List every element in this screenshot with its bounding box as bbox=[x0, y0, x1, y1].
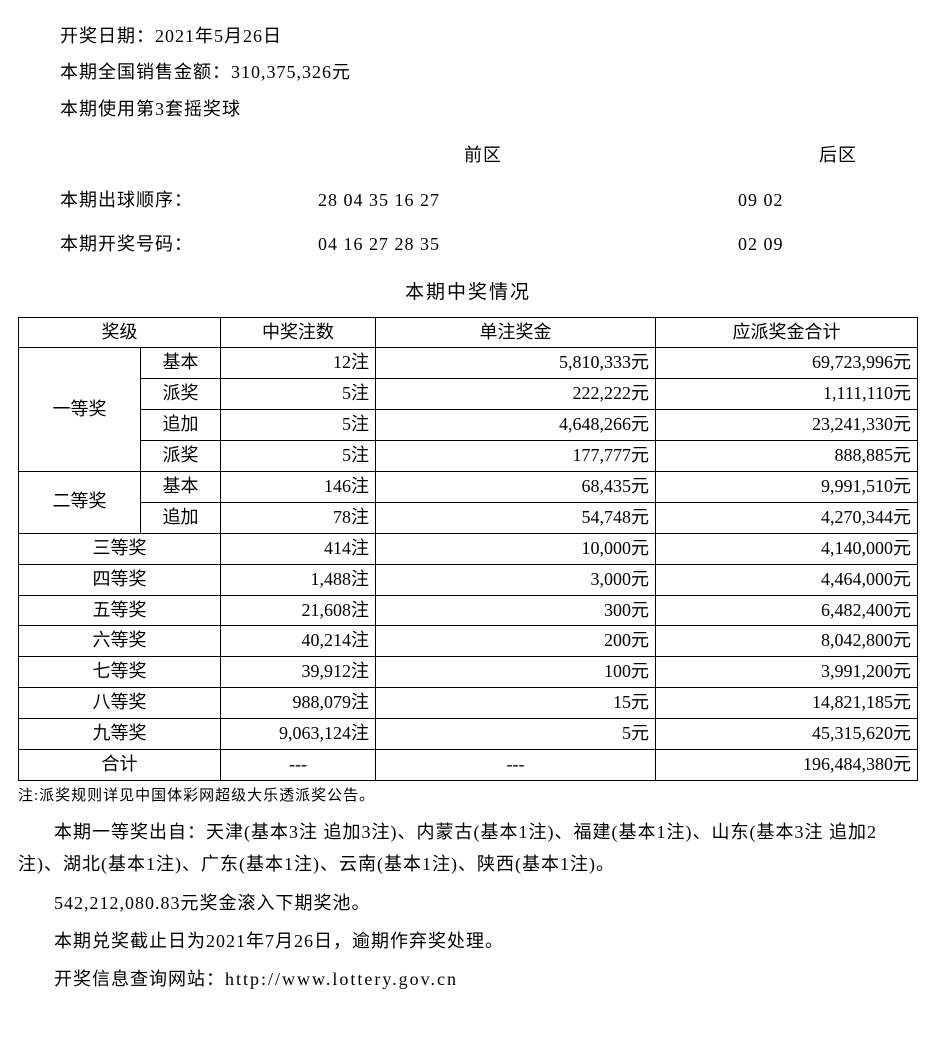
deadline-note: 本期兑奖截止日为2021年7月26日，逾期作弃奖处理。 bbox=[18, 925, 918, 957]
table-row-sum: 合计 --- --- 196,484,380元 bbox=[19, 750, 918, 781]
origin-note: 本期一等奖出自：天津(基本3注 追加3注)、内蒙古(基本1注)、福建(基本1注)… bbox=[18, 816, 918, 881]
table-row: 九等奖9,063,124注5元45,315,620元 bbox=[19, 719, 918, 750]
prize-section-title: 本期中奖情况 bbox=[18, 276, 918, 310]
col-count: 中奖注数 bbox=[221, 317, 376, 348]
front-area-header: 前区 bbox=[318, 133, 648, 177]
draw-order-back: 09 02 bbox=[648, 178, 918, 222]
draw-date-label: 开奖日期： bbox=[60, 26, 155, 46]
draw-order-front: 28 04 35 16 27 bbox=[318, 178, 648, 222]
website-url: http://www.lottery.gov.cn bbox=[225, 969, 458, 989]
prize-table: 奖级 中奖注数 单注奖金 应派奖金合计 一等奖 基本 12注 5,810,333… bbox=[18, 317, 918, 781]
website-label: 开奖信息查询网站： bbox=[54, 969, 225, 989]
tier2-name: 二等奖 bbox=[19, 471, 141, 533]
table-row: 派奖 5注 177,777元 888,885元 bbox=[19, 441, 918, 472]
draw-result-front: 04 16 27 28 35 bbox=[318, 222, 648, 266]
draw-result-back: 02 09 bbox=[648, 222, 918, 266]
table-row: 追加 5注 4,648,266元 23,241,330元 bbox=[19, 410, 918, 441]
table-row: 四等奖1,488注3,000元4,464,000元 bbox=[19, 564, 918, 595]
table-row: 三等奖414注10,000元4,140,000元 bbox=[19, 533, 918, 564]
rule-note: 注:派奖规则详见中国体彩网超级大乐透派奖公告。 bbox=[18, 783, 918, 810]
sales-line: 本期全国销售金额：310,375,326元 bbox=[18, 56, 918, 88]
website-line: 开奖信息查询网站：http://www.lottery.gov.cn bbox=[18, 963, 918, 995]
tier1-count: 12注 bbox=[221, 348, 376, 379]
table-row: 一等奖 基本 12注 5,810,333元 69,723,996元 bbox=[19, 348, 918, 379]
draw-date-line: 开奖日期：2021年5月26日 bbox=[18, 20, 918, 52]
table-row: 五等奖21,608注300元6,482,400元 bbox=[19, 595, 918, 626]
tier1-name: 一等奖 bbox=[19, 348, 141, 472]
draw-result-label: 本期开奖号码： bbox=[18, 222, 318, 266]
ballset-line: 本期使用第3套摇奖球 bbox=[18, 93, 918, 125]
sales-label: 本期全国销售金额： bbox=[60, 62, 231, 82]
table-row: 七等奖39,912注100元3,991,200元 bbox=[19, 657, 918, 688]
tier1-unit: 5,810,333元 bbox=[376, 348, 656, 379]
table-row: 六等奖40,214注200元8,042,800元 bbox=[19, 626, 918, 657]
back-area-header: 后区 bbox=[648, 133, 918, 177]
draw-order-label: 本期出球顺序： bbox=[18, 178, 318, 222]
draw-numbers-table: 前区 后区 本期出球顺序： 28 04 35 16 27 09 02 本期开奖号… bbox=[18, 133, 918, 266]
table-row: 派奖 5注 222,222元 1,111,110元 bbox=[19, 379, 918, 410]
rollover-note: 542,212,080.83元奖金滚入下期奖池。 bbox=[18, 887, 918, 919]
table-row: 二等奖 基本 146注 68,435元 9,991,510元 bbox=[19, 471, 918, 502]
tier1-total: 69,723,996元 bbox=[656, 348, 918, 379]
col-total: 应派奖金合计 bbox=[656, 317, 918, 348]
table-row: 八等奖988,079注15元14,821,185元 bbox=[19, 688, 918, 719]
table-row: 追加 78注 54,748元 4,270,344元 bbox=[19, 502, 918, 533]
sales-value: 310,375,326元 bbox=[231, 62, 351, 82]
tier1-sub: 基本 bbox=[141, 348, 221, 379]
draw-date-value: 2021年5月26日 bbox=[155, 26, 282, 46]
col-unit: 单注奖金 bbox=[376, 317, 656, 348]
col-level: 奖级 bbox=[19, 317, 221, 348]
